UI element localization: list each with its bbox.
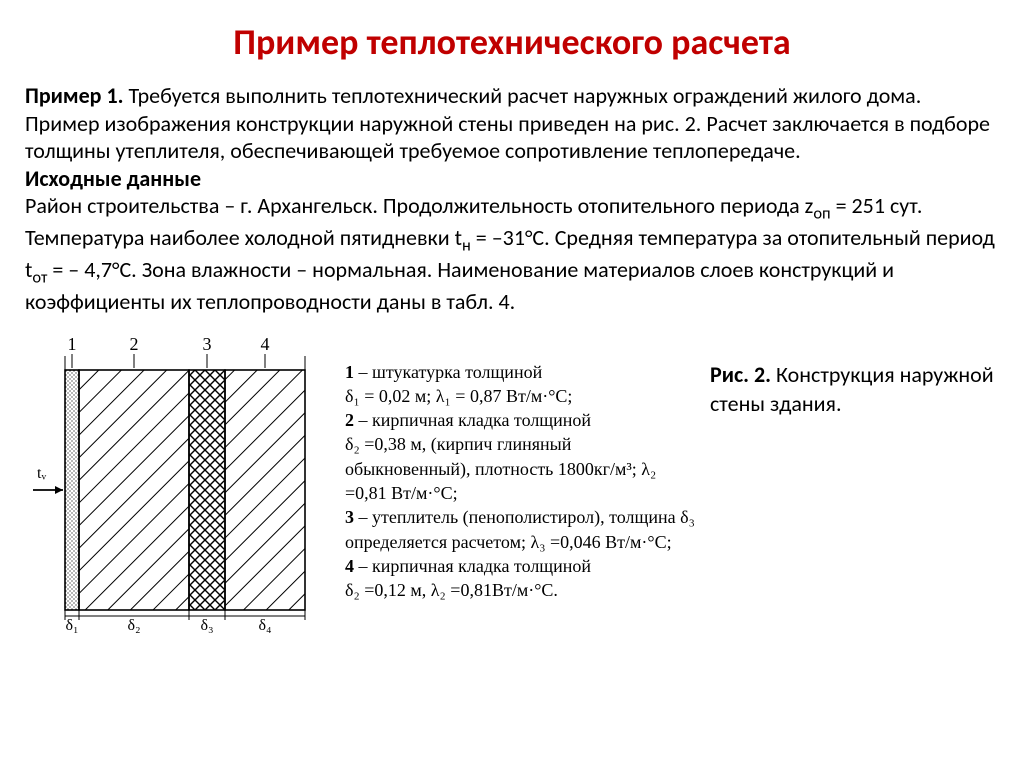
data-text-4: = – 4,7°С. Зона влажности – нормальная. … — [25, 256, 894, 315]
svg-text:δ₁: δ₁ — [65, 617, 78, 634]
svg-text:δ₂: δ₂ — [127, 617, 140, 634]
caption-column: Рис. 2. Конструкция наружной стены здани… — [695, 330, 999, 419]
slide-title: Пример теплотехнического расчета — [25, 20, 999, 64]
diagram-column: 1 δ₁ 2 δ₂ 3 δ₃ 4 δ₄ tᵥ — [25, 330, 335, 650]
tot-sub: от — [32, 267, 47, 287]
legend-3-txt: – утеплитель (пенополистирол), толщина δ… — [345, 507, 695, 551]
wall-diagram: 1 δ₁ 2 δ₂ 3 δ₃ 4 δ₄ tᵥ — [25, 330, 325, 650]
svg-text:tᵥ: tᵥ — [37, 465, 46, 482]
svg-text:3: 3 — [203, 334, 212, 354]
legend-2-num: 2 — [345, 410, 354, 430]
intro-text: Требуется выполнить теплотехнический рас… — [25, 82, 990, 164]
svg-text:δ₄: δ₄ — [258, 617, 272, 634]
z-sub: оп — [813, 203, 830, 223]
figure-row: 1 δ₁ 2 δ₂ 3 δ₃ 4 δ₄ tᵥ 1 – штукатурка толщиной δ… — [25, 330, 999, 650]
legend-2-params: δ₂ =0,38 м, (кирпич глиняный обыкновенны… — [345, 432, 695, 505]
source-data-label: Исходные данные — [25, 165, 201, 192]
tn-sub: н — [462, 235, 471, 255]
legend-1-params: δ₁ = 0,02 м; λ₁ = 0,87 Вт/м·°С; — [345, 384, 695, 408]
legend-4-txt: – кирпичная кладка толщиной — [354, 556, 591, 576]
svg-text:δ₃: δ₃ — [200, 617, 213, 634]
legend-2-txt: – кирпичная кладка толщиной — [354, 410, 591, 430]
svg-text:1: 1 — [68, 334, 77, 354]
data-text-1: Район строительства – г. Архангельск. Пр… — [25, 192, 813, 219]
body-text-block: Пример 1. Требуется выполнить теплотехни… — [25, 82, 999, 316]
legend-1-txt: – штукатурка толщиной — [354, 362, 542, 382]
example-label: Пример 1. — [25, 82, 123, 109]
legend-4-params: δ₂ =0,12 м, λ₂ =0,81Вт/м·°С. — [345, 578, 695, 602]
legend-4-num: 4 — [345, 556, 354, 576]
legend-3-num: 3 — [345, 507, 354, 527]
legend-column: 1 – штукатурка толщиной δ₁ = 0,02 м; λ₁ … — [335, 330, 695, 603]
svg-text:4: 4 — [261, 334, 270, 354]
svg-text:2: 2 — [130, 334, 139, 354]
figure-caption-label: Рис. 2. — [710, 361, 771, 388]
legend-1-num: 1 — [345, 362, 354, 382]
